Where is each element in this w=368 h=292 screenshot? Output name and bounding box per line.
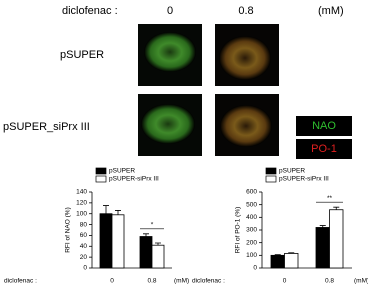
error-bar: [274, 254, 281, 256]
legend-label: pSUPER: [279, 168, 305, 175]
dose-unit: (mM): [318, 5, 344, 17]
y-tick-label: 100: [246, 252, 257, 259]
y-tick-label: 60: [80, 232, 88, 239]
y-tick-label: 300: [246, 227, 257, 234]
bar: [151, 244, 165, 269]
y-tick-label: 500: [246, 201, 257, 208]
y-tick-label: 400: [246, 214, 257, 221]
bar: [111, 214, 125, 269]
x-unit: (mM): [174, 278, 189, 285]
significance: *: [151, 222, 154, 229]
legend-swatch: [95, 175, 107, 183]
error-bar: [333, 206, 340, 210]
error-bar: [319, 225, 326, 228]
legend-label: pSUPER-siPrx III: [109, 176, 159, 183]
x-axis-label: diclofenac :: [4, 278, 37, 285]
error-bar: [155, 242, 161, 246]
legend-label: pSUPER: [109, 168, 135, 175]
y-tick-label: 0: [83, 265, 87, 272]
micrograph: [215, 24, 279, 86]
y-tick-label: 200: [246, 239, 257, 246]
legend-swatch: [95, 167, 107, 175]
x-tick-label: 0.8: [325, 278, 334, 285]
row-label: pSUPER: [60, 49, 104, 61]
row-label: pSUPER_siPrx III: [3, 121, 90, 133]
error-bar: [103, 205, 109, 214]
micrograph: [215, 94, 279, 156]
stain-label: PO-1: [311, 143, 337, 155]
error-bar: [288, 252, 295, 254]
y-axis-label: RFI of NAO (%): [65, 207, 72, 253]
treatment-label: diclofenac :: [62, 5, 118, 17]
stain-legend: [296, 139, 352, 159]
y-tick-label: 140: [76, 189, 87, 196]
x-tick-label: 0: [283, 278, 287, 285]
y-tick-label: 100: [76, 210, 87, 217]
stain-label: NAO: [312, 120, 336, 132]
bar: [139, 236, 153, 269]
bar: [315, 227, 330, 269]
bar: [270, 254, 285, 269]
significance: **: [327, 195, 333, 202]
y-axis-label: RFI of PO-1 (%): [235, 207, 242, 254]
x-unit: (mM): [354, 278, 368, 285]
y-tick-label: 120: [76, 200, 87, 207]
x-axis-label: diclofenac :: [192, 278, 225, 285]
legend-swatch: [265, 167, 277, 175]
x-tick-label: 0: [110, 278, 114, 285]
y-tick-label: 600: [246, 189, 257, 196]
legend-label: pSUPER-siPrx III: [279, 176, 329, 183]
y-tick-label: 80: [80, 221, 88, 228]
error-bar: [115, 210, 121, 215]
micrograph: [138, 24, 202, 86]
bar: [99, 213, 113, 269]
micrograph: [138, 94, 202, 156]
error-bar: [143, 233, 149, 237]
y-tick-label: 20: [80, 254, 88, 261]
dose-label: 0: [167, 5, 173, 17]
dose-label: 0.8: [238, 5, 253, 17]
bar: [284, 253, 299, 269]
y-tick-label: 40: [80, 243, 88, 250]
x-tick-label: 0.8: [147, 278, 156, 285]
y-tick-label: 0: [253, 265, 257, 272]
bar: [329, 209, 344, 269]
legend-swatch: [265, 175, 277, 183]
stain-legend: [296, 116, 352, 136]
